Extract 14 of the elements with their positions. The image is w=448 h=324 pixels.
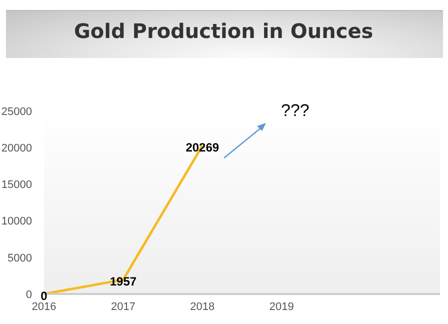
- y-tick-label: 10000: [1, 216, 32, 228]
- y-tick-label: 25000: [1, 106, 32, 118]
- annotation: ???: [281, 101, 310, 121]
- data-label: 0: [40, 289, 48, 303]
- x-tick-label: 2016: [32, 300, 56, 313]
- x-tick-label: 2019: [269, 300, 294, 313]
- x-tick-label: 2018: [190, 300, 215, 313]
- x-tick-label: 2017: [110, 300, 136, 313]
- chart-title: Gold Production in Ounces: [74, 19, 374, 43]
- y-tick-label: 5000: [8, 252, 32, 264]
- data-label: 1957: [110, 274, 137, 289]
- y-tick-label: 15000: [1, 179, 32, 192]
- y-tick-label: 0: [26, 288, 32, 301]
- y-tick-label: 20000: [1, 142, 32, 155]
